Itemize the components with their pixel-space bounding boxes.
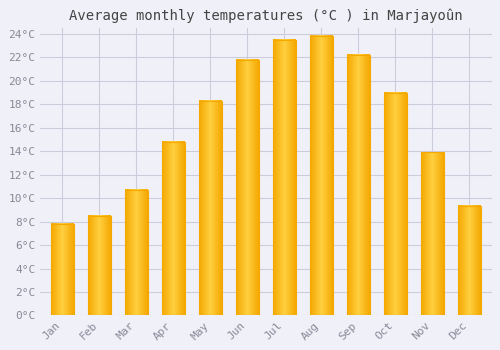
Bar [458,206,481,315]
Bar [310,36,333,315]
Bar [236,60,259,315]
Bar [162,142,185,315]
Title: Average monthly temperatures (°C ) in Marjayoûn: Average monthly temperatures (°C ) in Ma… [69,8,462,23]
Bar [88,216,111,315]
Bar [51,224,74,315]
Bar [199,101,222,315]
Bar [347,55,370,315]
Bar [384,93,407,315]
Bar [125,190,148,315]
Bar [273,40,296,315]
Bar [421,153,444,315]
